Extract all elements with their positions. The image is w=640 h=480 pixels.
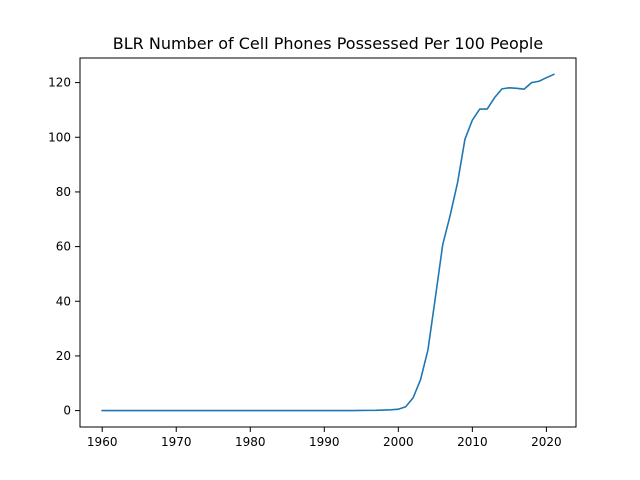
x-tick-label: 1960 [87, 435, 118, 449]
y-tick-label: 100 [48, 130, 71, 144]
x-tick-label: 2010 [457, 435, 488, 449]
y-tick-label: 60 [56, 240, 71, 254]
plot-area [79, 57, 577, 428]
series-line [101, 73, 555, 412]
y-axis: 0 20 40 60 80 100 120 [48, 76, 80, 418]
y-tick-label: 20 [56, 349, 71, 363]
y-tick-label: 0 [63, 404, 71, 418]
y-tick-label: 120 [48, 76, 71, 90]
x-tick-label: 2020 [531, 435, 562, 449]
x-tick-label: 1990 [309, 435, 340, 449]
chart-title: BLR Number of Cell Phones Possessed Per … [113, 34, 543, 53]
x-axis: 1960 1970 1980 1990 2000 2010 2020 [87, 427, 562, 449]
y-tick-label: 80 [56, 185, 71, 199]
x-tick-label: 2000 [383, 435, 414, 449]
series-layer [101, 73, 555, 412]
x-tick-label: 1980 [235, 435, 266, 449]
y-tick-label: 40 [56, 294, 71, 308]
x-tick-label: 1970 [161, 435, 192, 449]
plot-frame [79, 57, 577, 428]
